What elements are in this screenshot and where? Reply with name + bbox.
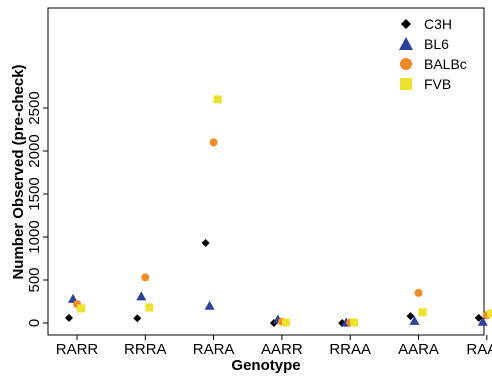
legend-label: C3H bbox=[424, 16, 452, 32]
data-point-bl6 bbox=[204, 300, 215, 310]
x-tick-label: AARR bbox=[261, 341, 303, 358]
legend-label: FVB bbox=[424, 76, 451, 92]
data-point-fvb bbox=[77, 304, 85, 313]
data-point-balbc bbox=[414, 288, 423, 297]
legend-symbol-c3h bbox=[401, 19, 411, 29]
data-point-bl6 bbox=[477, 316, 488, 326]
legend-label: BL6 bbox=[424, 36, 449, 52]
y-tick-label: 0 bbox=[26, 319, 43, 327]
y-tick-label: 2000 bbox=[26, 134, 43, 167]
x-tick-label: RARR bbox=[56, 341, 99, 358]
data-point-c3h bbox=[474, 313, 483, 322]
legend-symbol-bl6 bbox=[399, 37, 413, 50]
x-tick-label: RARA bbox=[193, 341, 235, 358]
x-tick-label: AARA bbox=[398, 341, 439, 358]
data-point-c3h bbox=[201, 239, 210, 248]
legend-symbol-balbc bbox=[400, 58, 412, 70]
y-tick-label: 2500 bbox=[26, 91, 43, 124]
legend-label: BALBc bbox=[424, 56, 467, 72]
legend: C3H BL6 BALBc FVB bbox=[399, 16, 467, 92]
y-axis: 0 500 1000 1500 2000 2500 bbox=[26, 91, 48, 327]
x-axis-title: Genotype bbox=[231, 357, 300, 374]
data-point-fvb bbox=[213, 95, 222, 104]
data-point-bl6 bbox=[409, 315, 420, 325]
data-points bbox=[65, 95, 492, 327]
data-point-balbc bbox=[209, 138, 218, 147]
legend-symbol-fvb bbox=[400, 78, 412, 90]
y-tick-label: 500 bbox=[26, 267, 43, 292]
data-point-c3h bbox=[133, 314, 142, 323]
y-tick-label: 1000 bbox=[26, 220, 43, 253]
data-point-c3h bbox=[65, 313, 73, 322]
x-tick-label: RRRA bbox=[124, 341, 167, 358]
data-point-balbc bbox=[141, 273, 150, 282]
x-tick-label: RRAA bbox=[329, 341, 371, 358]
data-point-bl6 bbox=[136, 291, 147, 301]
data-point-fvb bbox=[418, 308, 427, 317]
y-tick-label: 1500 bbox=[26, 177, 43, 210]
plot-frame bbox=[47, 7, 485, 336]
data-point-fvb bbox=[145, 303, 154, 312]
y-axis-title: Number Observed (pre-check) bbox=[10, 64, 27, 279]
data-point-c3h bbox=[406, 312, 415, 321]
data-point-fvb bbox=[350, 318, 359, 327]
data-point-fvb bbox=[281, 318, 290, 327]
data-point-fvb bbox=[486, 309, 492, 318]
